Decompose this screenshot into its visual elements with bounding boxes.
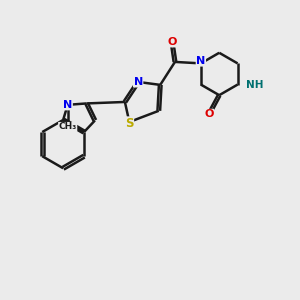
Text: N: N: [196, 56, 206, 66]
Text: S: S: [125, 117, 134, 130]
Text: O: O: [204, 109, 214, 119]
Text: O: O: [167, 37, 177, 47]
Text: NH: NH: [246, 80, 264, 90]
Text: CH₃: CH₃: [58, 122, 77, 131]
Text: N: N: [63, 100, 72, 110]
Text: N: N: [134, 77, 143, 87]
